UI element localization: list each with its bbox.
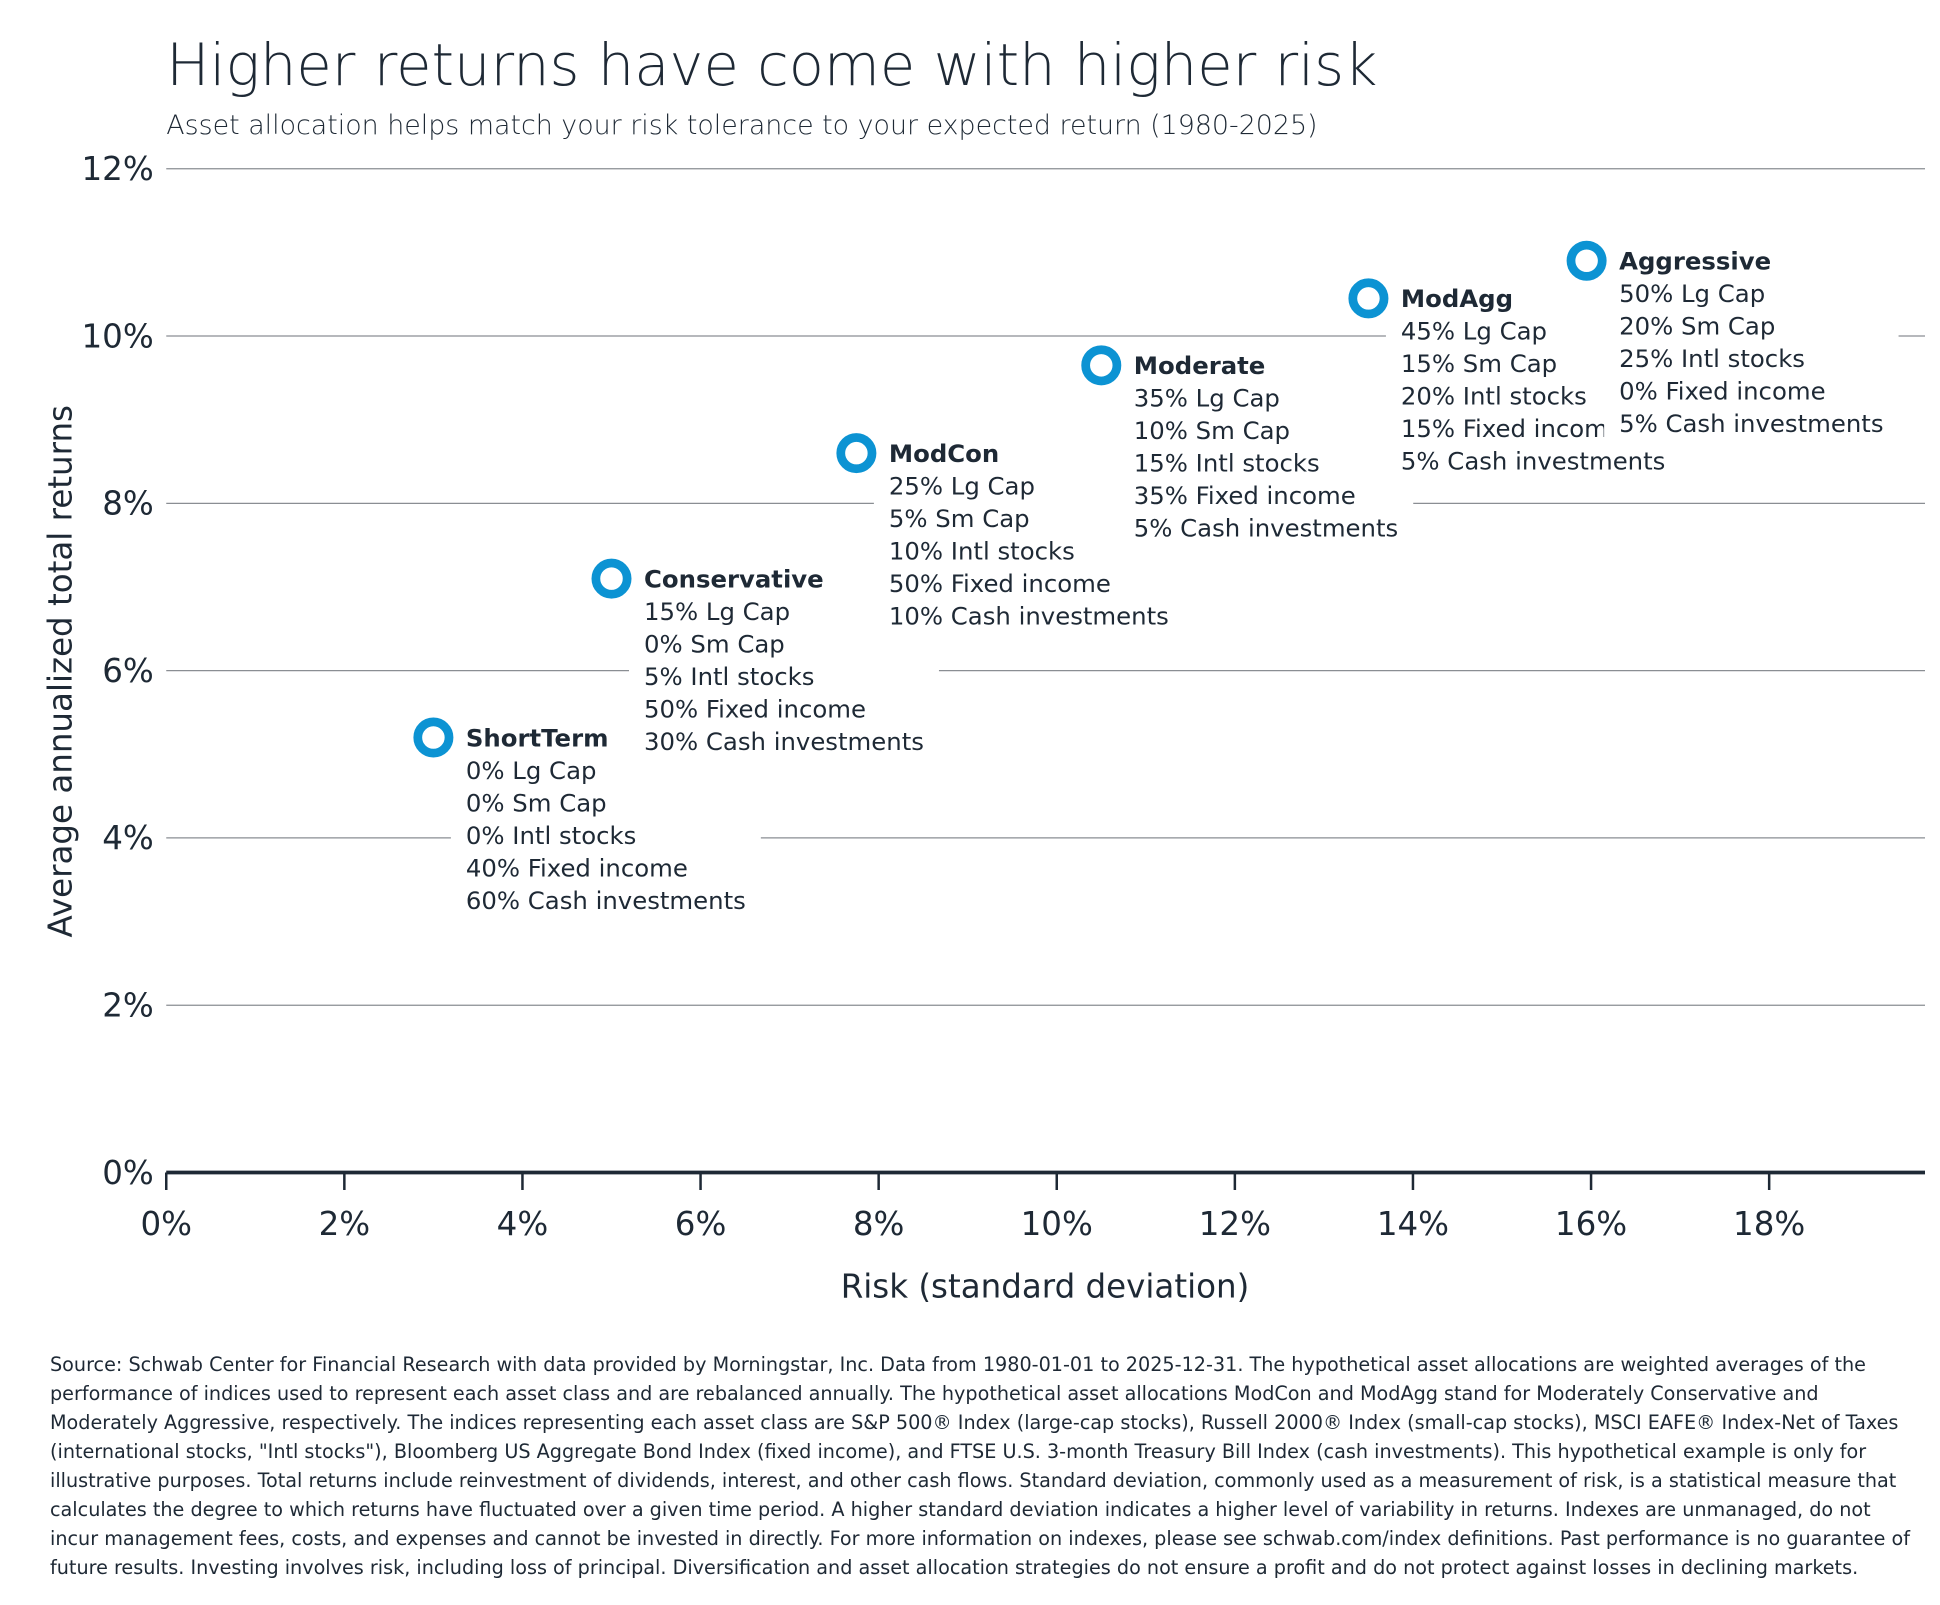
point-detail: 0% Intl stocks [466, 821, 636, 850]
x-tick-label: 4% [497, 1205, 549, 1243]
x-axis-title: Risk (standard deviation) [841, 1268, 1250, 1306]
y-tick-label: 4% [102, 819, 154, 857]
annotation-background [1604, 244, 1899, 444]
x-tick-label: 8% [853, 1205, 905, 1243]
y-tick-label: 6% [102, 652, 154, 690]
point-detail: 5% Sm Cap [889, 504, 1030, 533]
point-detail: 40% Fixed income [466, 853, 688, 882]
point-detail: 15% Lg Cap [644, 597, 790, 626]
point-detail: 0% Lg Cap [466, 756, 597, 785]
point-detail: 35% Lg Cap [1134, 384, 1280, 413]
point-label: Aggressive [1619, 247, 1771, 276]
y-tick-label: 10% [82, 317, 154, 355]
point-detail: 5% Cash investments [1401, 447, 1665, 476]
point-detail: 35% Fixed income [1134, 481, 1356, 510]
x-tick-label: 6% [675, 1205, 727, 1243]
point-detail: 25% Lg Cap [889, 471, 1035, 500]
x-tick-label: 16% [1555, 1205, 1627, 1243]
x-tick-label: 0% [140, 1205, 192, 1243]
annotations: ShortTerm 0% Lg Cap 0% Sm Cap 0% Intl stock… [450, 244, 1899, 920]
point-detail: 45% Lg Cap [1401, 317, 1547, 346]
point-detail: 50% Fixed income [644, 694, 866, 723]
point-detail: 5% Cash investments [1134, 514, 1398, 543]
footnote: Source: Schwab Center for Financial Rese… [50, 1353, 1910, 1579]
point-detail: 20% Intl stocks [1401, 382, 1587, 411]
y-tick-label: 8% [102, 485, 154, 523]
point-detail: 60% Cash investments [466, 886, 746, 915]
point-detail: 10% Intl stocks [889, 536, 1075, 565]
grid: 0% 2% 4% 6% 8% 10% 12% 0% 2% 4% 6% 8% 10% 12% 14% 16% 18… [82, 150, 1925, 1243]
point [413, 717, 454, 758]
x-tick-label: 2% [319, 1205, 371, 1243]
point-detail: 0% Sm Cap [466, 788, 607, 817]
point-label: ModCon [889, 439, 999, 468]
chart-subtitle: Asset allocation helps match your risk t… [166, 110, 1317, 141]
point-label: Moderate [1134, 351, 1266, 380]
point-detail: 50% Lg Cap [1619, 279, 1765, 308]
point-detail: 0% Fixed income [1619, 377, 1825, 406]
point [1081, 345, 1122, 386]
point-label: Conservative [644, 564, 824, 593]
point [836, 433, 877, 474]
x-tick-label: 10% [1021, 1205, 1093, 1243]
point-detail: 15% Intl stocks [1134, 449, 1320, 478]
point-detail: 15% Fixed income [1401, 414, 1623, 443]
point-detail: 20% Sm Cap [1619, 312, 1775, 341]
point-detail: 0% Sm Cap [644, 629, 785, 658]
point-annotation: Aggressive 50% Lg Cap 20% Sm Cap 25% Intl s… [1604, 244, 1899, 444]
y-tick-label: 12% [82, 150, 154, 188]
point [1566, 240, 1607, 281]
y-axis-title: Average annualized total returns [41, 405, 79, 937]
x-tick-label: 18% [1733, 1205, 1805, 1243]
points [413, 240, 1607, 758]
point-label: ShortTerm [466, 723, 609, 752]
point [1348, 278, 1389, 319]
point-detail: 30% Cash investments [644, 727, 924, 756]
point-detail: 5% Intl stocks [644, 662, 814, 691]
annotation-background [1118, 348, 1414, 548]
point-label: ModAgg [1401, 284, 1513, 313]
x-tick-label: 14% [1377, 1205, 1449, 1243]
chart: Higher returns have come with higher ris… [41, 32, 1925, 1306]
x-tick-label: 12% [1199, 1205, 1271, 1243]
y-tick-label: 0% [102, 1154, 154, 1192]
point-detail: 25% Intl stocks [1619, 344, 1805, 373]
point-detail: 15% Sm Cap [1401, 349, 1557, 378]
point-annotation: Moderate 35% Lg Cap 10% Sm Cap 15% Intl sto… [1118, 348, 1414, 548]
point-detail: 10% Cash investments [889, 601, 1169, 630]
point-detail: 5% Cash investments [1619, 409, 1883, 438]
chart-title: Higher returns have come with higher ris… [166, 32, 1377, 99]
point-detail: 10% Sm Cap [1134, 416, 1290, 445]
y-tick-label: 2% [102, 986, 154, 1024]
point-detail: 50% Fixed income [889, 569, 1111, 598]
point [591, 558, 632, 599]
